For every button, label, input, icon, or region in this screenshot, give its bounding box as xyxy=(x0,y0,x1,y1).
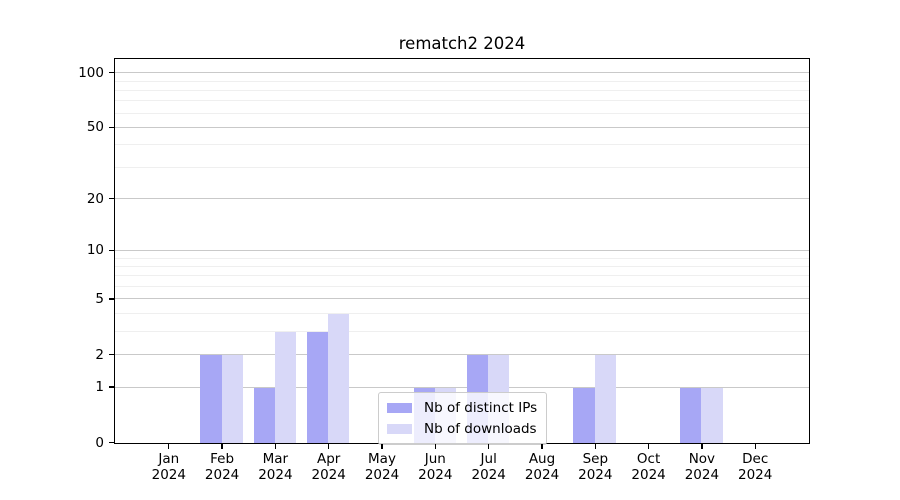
legend-item-distinct-ips: Nb of distinct IPs xyxy=(387,399,537,417)
x-axis-tick-mark xyxy=(647,444,650,449)
x-axis-tick-mark xyxy=(274,444,277,449)
y-axis-tick-mark xyxy=(109,197,114,200)
gridline-minor xyxy=(115,166,809,168)
gridline-major xyxy=(115,249,809,251)
y-axis-tick-mark xyxy=(109,126,114,129)
y-axis-tick-mark xyxy=(109,249,114,251)
plot-area xyxy=(114,58,810,444)
x-tick-label-year: 2024 xyxy=(578,467,613,483)
x-axis-tick-mark xyxy=(434,444,436,449)
bar-distinct-ips-sep xyxy=(573,387,595,443)
x-tick-label: Jul 2024 xyxy=(457,451,521,483)
gridline-minor xyxy=(115,313,809,314)
gridline-minor xyxy=(115,275,809,277)
bar-distinct-ips-nov xyxy=(680,387,702,443)
y-axis-tick-mark xyxy=(109,298,114,300)
y-tick-label: 10 xyxy=(86,242,104,259)
x-tick-label-year: 2024 xyxy=(471,467,506,483)
gridline-major xyxy=(115,354,809,355)
y-tick-label: 5 xyxy=(95,290,104,307)
bar-distinct-ips-apr xyxy=(306,331,329,443)
x-axis-tick-mark xyxy=(594,444,596,449)
gridline-minor xyxy=(115,112,809,114)
gridline-major xyxy=(115,72,809,74)
gridline-major xyxy=(115,126,809,128)
x-tick-label: Nov 2024 xyxy=(670,451,734,483)
x-tick-label-year: 2024 xyxy=(364,467,400,483)
gridline-major xyxy=(115,386,809,388)
x-tick-label-year: 2024 xyxy=(204,467,240,483)
x-axis-tick-mark xyxy=(754,444,756,449)
x-axis-tick-mark xyxy=(328,444,330,449)
y-axis-tick-mark xyxy=(109,386,114,388)
x-tick-label: Mar 2024 xyxy=(243,451,307,483)
legend-swatch-distinct-ips-icon xyxy=(387,403,412,413)
legend-swatch-downloads-icon xyxy=(387,424,412,434)
x-tick-label: Sep 2024 xyxy=(563,451,627,483)
x-tick-label-year: 2024 xyxy=(684,467,720,483)
x-tick-label: Jan 2024 xyxy=(137,451,201,483)
y-axis-tick-mark xyxy=(109,441,114,444)
x-tick-label-year: 2024 xyxy=(418,467,453,483)
gridline-major xyxy=(115,298,809,300)
gridline-minor xyxy=(115,80,809,82)
bar-downloads-apr xyxy=(328,314,350,443)
x-axis-tick-mark xyxy=(168,444,170,449)
y-axis-tick-mark xyxy=(109,71,114,74)
legend-label-downloads: Nb of downloads xyxy=(424,421,537,437)
y-axis-tick-mark xyxy=(109,353,114,356)
x-tick-label: Jun 2024 xyxy=(403,451,467,483)
legend: Nb of distinct IPs Nb of downloads xyxy=(378,392,548,445)
bar-downloads-sep xyxy=(594,355,617,443)
y-tick-label: 1 xyxy=(95,379,104,395)
x-tick-label: Dec 2024 xyxy=(723,451,787,483)
bar-downloads-mar xyxy=(274,331,297,443)
gridline-minor xyxy=(115,257,809,259)
x-tick-label: Aug 2024 xyxy=(510,451,574,483)
gridline-minor xyxy=(115,144,809,146)
chart-title: rematch2 2024 xyxy=(398,34,526,53)
bar-distinct-ips-mar xyxy=(253,387,275,443)
x-tick-label-year: 2024 xyxy=(738,467,773,483)
x-axis-tick-mark xyxy=(541,444,543,449)
x-tick-label: Apr 2024 xyxy=(297,451,361,483)
bar-distinct-ips-feb xyxy=(200,355,222,443)
x-tick-label-year: 2024 xyxy=(524,467,560,483)
gridline-major xyxy=(115,198,809,199)
x-tick-label: Feb 2024 xyxy=(190,451,254,483)
x-tick-label-year: 2024 xyxy=(258,467,293,483)
x-tick-label-year: 2024 xyxy=(311,467,346,483)
gridline-minor xyxy=(115,100,809,102)
x-axis-tick-mark xyxy=(488,444,490,449)
gridline-minor xyxy=(115,286,809,288)
y-tick-label: 100 xyxy=(78,64,104,81)
y-tick-label: 0 xyxy=(95,434,104,451)
x-axis-tick-mark xyxy=(381,444,383,449)
bar-downloads-feb xyxy=(221,355,243,443)
x-tick-label-year: 2024 xyxy=(631,467,666,483)
bar-downloads-nov xyxy=(701,387,723,443)
x-axis-tick-mark xyxy=(221,444,223,449)
gridline-minor xyxy=(115,330,809,332)
y-tick-label: 2 xyxy=(95,346,104,363)
legend-item-downloads: Nb of downloads xyxy=(387,420,537,438)
x-axis-tick-mark xyxy=(701,444,703,449)
x-tick-label: Oct 2024 xyxy=(617,451,681,483)
legend-label-distinct-ips: Nb of distinct IPs xyxy=(424,400,538,416)
gridline-minor xyxy=(115,89,809,91)
x-tick-label: May 2024 xyxy=(350,451,414,483)
x-tick-label-year: 2024 xyxy=(151,467,186,483)
gridline-minor xyxy=(115,265,809,267)
y-tick-label: 50 xyxy=(86,119,104,136)
y-tick-label: 20 xyxy=(86,190,104,207)
